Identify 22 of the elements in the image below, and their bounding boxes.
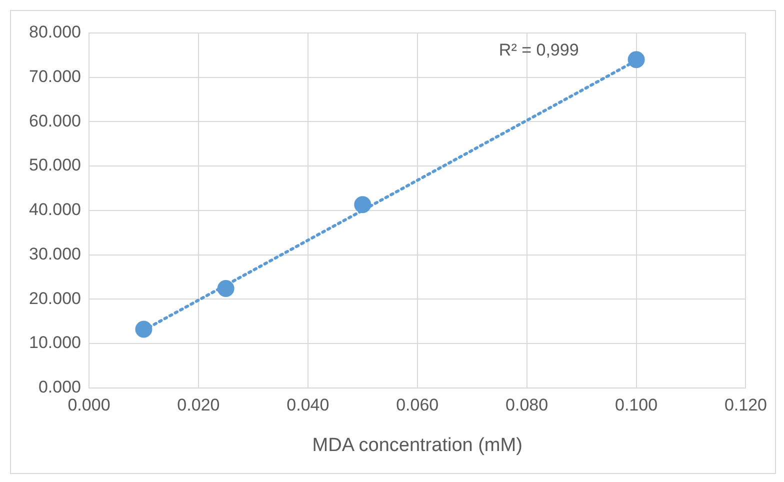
x-tick-label: 0.020 (177, 396, 220, 415)
y-tick-label: 70.000 (28, 67, 81, 86)
y-tick-label: 40.000 (28, 200, 81, 220)
annotation: R² = 0,999 (498, 40, 579, 60)
y-tick-label: 0.000 (38, 377, 81, 396)
y-tick-label: 80.000 (28, 22, 81, 42)
x-axis-title: MDA concentration (mM) (312, 434, 522, 456)
point (354, 196, 372, 214)
y-tick-label: 60.000 (28, 111, 81, 130)
point (628, 51, 645, 68)
y-tick-label: 20.000 (28, 288, 81, 308)
x-tick-label: 0.100 (615, 396, 658, 415)
point (217, 280, 234, 297)
y-tick-label: 30.000 (28, 244, 81, 264)
x-tick-label: 0.120 (724, 396, 768, 415)
x-tick-label: 0.080 (506, 396, 548, 415)
y-tick-label: 50.000 (28, 156, 81, 175)
x-tick-label: 0.040 (286, 396, 330, 415)
x-tick-label: 0.000 (68, 396, 110, 415)
x-tick-label: 0.060 (396, 396, 439, 415)
point (135, 320, 152, 338)
y-tick-label: 10.000 (28, 333, 81, 352)
